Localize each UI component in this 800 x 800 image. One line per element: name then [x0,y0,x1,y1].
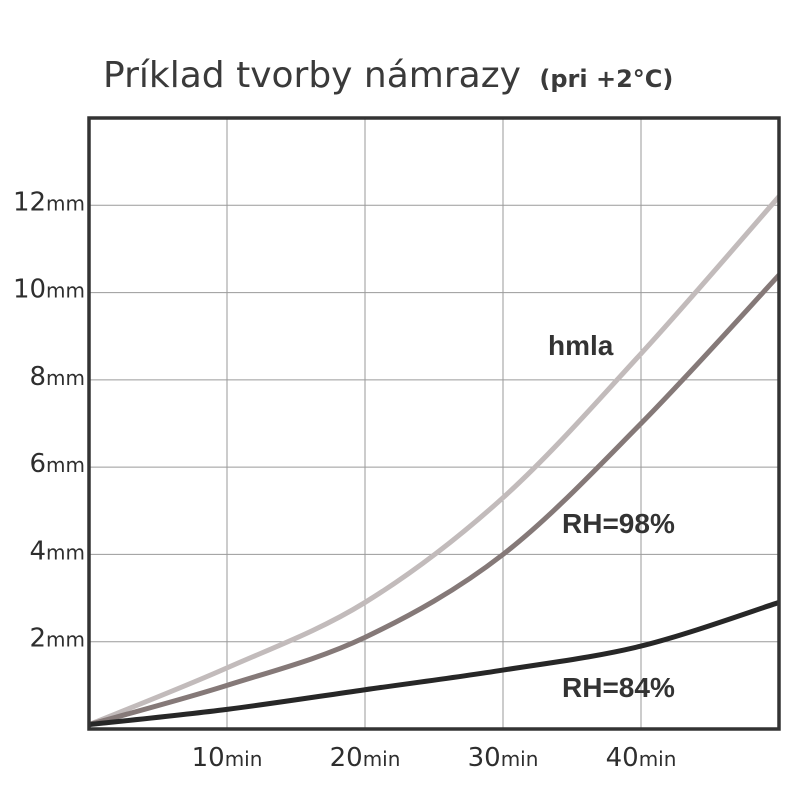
x-tick-number: 40 [606,743,639,773]
series-line-2 [89,599,779,728]
chart-subtitle: (pri +2°C) [539,65,673,93]
x-tick-number: 20 [330,743,363,773]
y-tick-label: 4mm [29,536,85,566]
y-tick-unit: mm [46,279,85,303]
y-tick-unit: mm [46,191,85,215]
chart-title-main: Príklad tvorby námrazy [103,55,521,96]
y-tick-unit: mm [46,628,85,652]
x-axis-ticks: 10min 20min 30min 40min [192,743,677,773]
chart-title: Príklad tvorby námrazy (pri +2°C) [103,55,673,96]
x-tick-label: 10min [192,743,263,773]
series-line-0 [89,194,779,728]
y-tick-number: 12 [13,187,46,217]
series-line-1 [89,272,779,728]
y-tick-label: 8mm [29,362,85,392]
x-tick-unit: min [225,747,263,771]
x-tick-number: 30 [468,743,501,773]
series-lines [89,194,779,728]
y-tick-number: 2 [29,624,46,654]
x-tick-unit: min [501,747,539,771]
x-tick-unit: min [639,747,677,771]
y-tick-label: 10mm [13,275,85,305]
y-tick-label: 2mm [29,624,85,654]
y-tick-number: 6 [29,449,46,479]
series-label-2: RH=84% [562,672,675,703]
y-tick-label: 6mm [29,449,85,479]
y-tick-number: 8 [29,362,46,392]
x-tick-label: 40min [606,743,677,773]
plot-area-border [87,116,781,731]
series-labels: hmla RH=98% RH=84% [548,330,675,703]
series-label-1: RH=98% [562,508,675,539]
y-tick-unit: mm [46,366,85,390]
y-tick-unit: mm [46,540,85,564]
y-tick-label: 12mm [13,187,85,217]
series-label-0: hmla [548,330,614,361]
y-tick-unit: mm [46,453,85,477]
x-tick-label: 20min [330,743,401,773]
x-tick-label: 30min [468,743,539,773]
y-tick-number: 4 [29,536,46,566]
x-tick-unit: min [363,747,401,771]
x-tick-number: 10 [192,743,225,773]
y-tick-number: 10 [13,275,46,305]
